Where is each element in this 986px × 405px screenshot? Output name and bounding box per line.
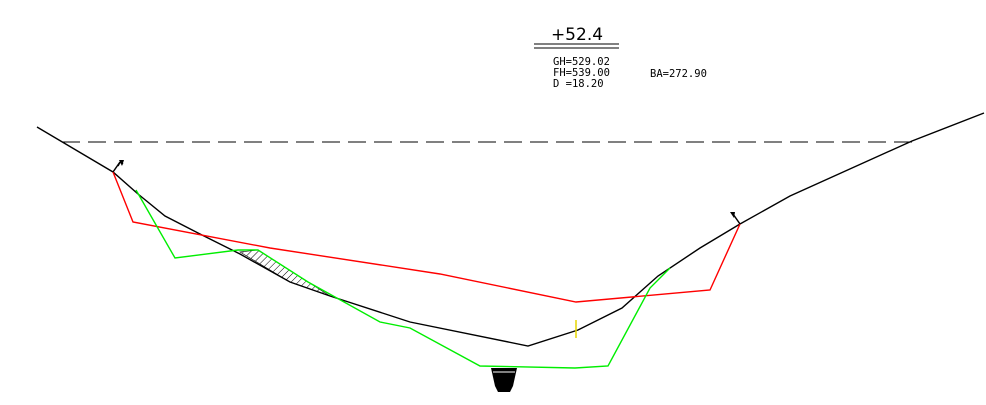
- gh-label: GH=529.02: [553, 56, 610, 68]
- ground-profile-line: [36, 112, 985, 347]
- right-slope-marker-head: [730, 212, 735, 218]
- drain-symbol: [491, 368, 517, 392]
- excavation-profile-line: [135, 189, 671, 369]
- design-profile-line: [112, 171, 741, 303]
- left-slope-marker-head: [119, 160, 124, 166]
- station-label: +52.4: [551, 25, 603, 45]
- hatched-fill-area: [239, 249, 331, 297]
- d-label: D =18.20: [553, 78, 604, 90]
- fh-label: FH=539.00: [553, 67, 610, 79]
- ba-label: BA=272.90: [650, 68, 707, 80]
